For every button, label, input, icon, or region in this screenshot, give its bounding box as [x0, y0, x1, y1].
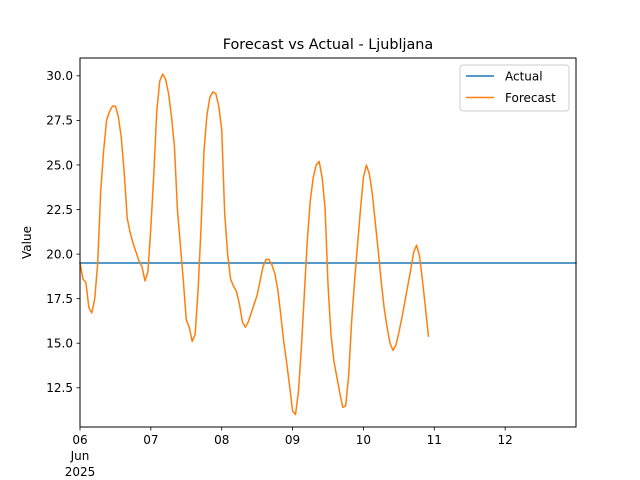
y-tick-label: 20.0	[46, 247, 73, 261]
y-tick-label: 12.5	[46, 381, 73, 395]
x-tick-month-label: Jun	[70, 449, 90, 463]
series-layer	[79, 73, 577, 416]
y-axis: 12.5 15.0 17.5 20.0 22.5 25.0 27.5 30.0	[46, 69, 80, 395]
x-axis: 06 Jun 2025 07 08 09 10 11 12	[65, 427, 513, 479]
x-tick-label: 11	[427, 433, 442, 447]
legend-label-forecast: Forecast	[505, 91, 556, 105]
x-tick-label: 09	[285, 433, 300, 447]
x-tick-label: 08	[214, 433, 229, 447]
y-tick-label: 15.0	[46, 337, 73, 351]
plot-frame	[79, 57, 577, 428]
legend: Actual Forecast	[459, 64, 570, 112]
chart-title: Forecast vs Actual - Ljubljana	[223, 37, 434, 53]
y-tick-label: 25.0	[46, 158, 73, 172]
y-tick-label: 22.5	[46, 203, 73, 217]
x-tick-label: 06	[72, 433, 87, 447]
legend-label-actual: Actual	[505, 70, 543, 84]
x-tick-label: 12	[498, 433, 513, 447]
y-axis-label: Value	[20, 226, 34, 259]
y-tick-label: 27.5	[46, 114, 73, 128]
y-tick-label: 30.0	[46, 69, 73, 83]
x-tick-label: 07	[143, 433, 158, 447]
x-tick-year-label: 2025	[65, 465, 96, 479]
series-line-forecast	[79, 73, 430, 416]
x-tick-label: 10	[356, 433, 371, 447]
y-tick-label: 17.5	[46, 292, 73, 306]
